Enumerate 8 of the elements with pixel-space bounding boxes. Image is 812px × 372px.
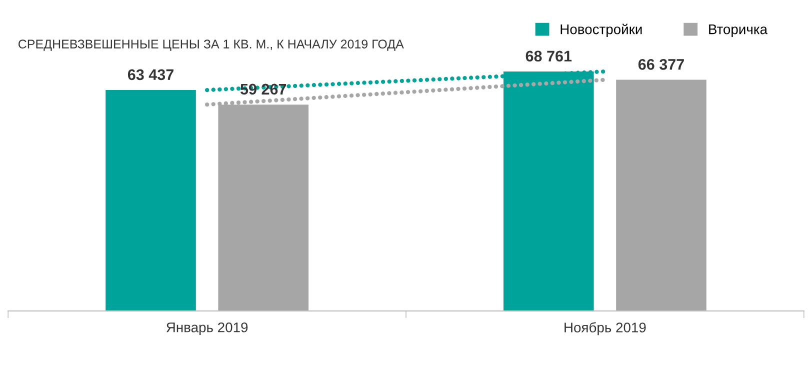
legend-label: Вторичка: [709, 24, 768, 37]
x-tick-label: Январь 2019: [166, 322, 248, 336]
legend-label: Новостройки: [560, 24, 642, 37]
data-label: 66 377: [638, 59, 684, 70]
x-tick-label: Ноябрь 2019: [564, 322, 646, 336]
chart-title: СРЕДНЕВЗВЕШЕННЫЕ ЦЕНЫ ЗА 1 КВ. М., К НАЧАЛУ 2019 ГОДА: [18, 40, 404, 51]
data-label: 68 761: [526, 50, 572, 62]
data-label: 63 437: [128, 69, 174, 80]
